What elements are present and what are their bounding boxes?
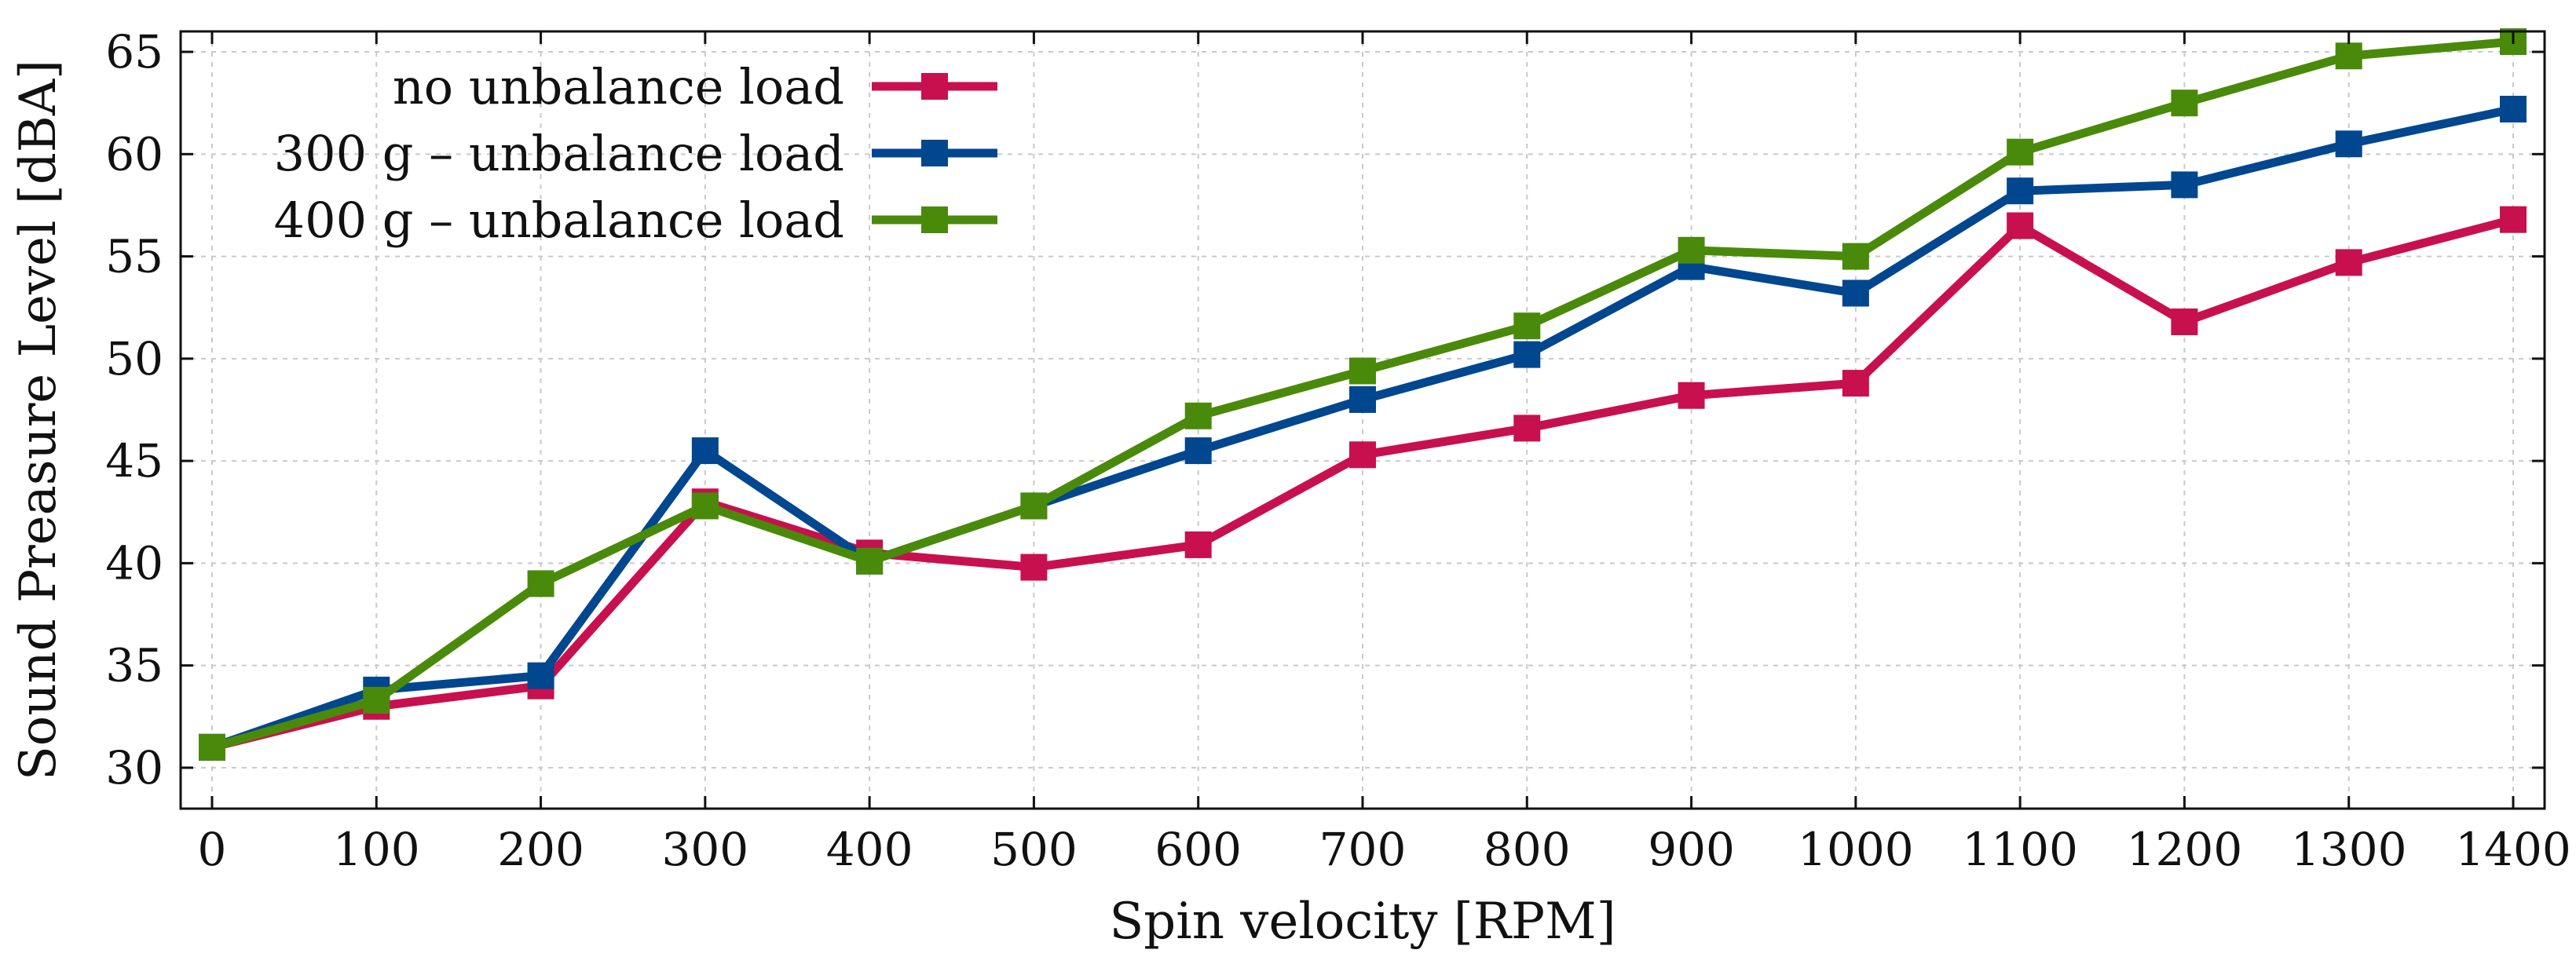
x-tick-label: 600 <box>1154 823 1242 876</box>
x-tick-label: 0 <box>198 823 227 876</box>
y-tick-label: 40 <box>105 536 163 590</box>
data-point <box>199 733 225 761</box>
x-tick-label: 700 <box>1319 823 1407 876</box>
data-point <box>1349 441 1376 469</box>
data-point <box>2007 138 2034 166</box>
legend-item: no unbalance load <box>393 58 997 115</box>
data-point <box>2171 89 2198 117</box>
data-point <box>527 662 554 689</box>
series-group <box>199 28 2527 761</box>
legend-item: 300 g – unbalance load <box>274 125 997 182</box>
x-tick-label: 100 <box>333 823 420 876</box>
legend-label: 300 g – unbalance load <box>274 125 844 182</box>
data-point <box>1184 531 1212 558</box>
data-point <box>1678 382 1705 409</box>
data-point <box>691 437 719 465</box>
x-tick-label: 800 <box>1484 823 1571 876</box>
x-tick-label: 1300 <box>2291 823 2407 876</box>
series-3 <box>199 28 2527 761</box>
data-point <box>2500 206 2527 233</box>
data-point <box>1184 402 1212 429</box>
data-point <box>1184 437 1212 465</box>
legend-swatch-marker <box>921 73 948 100</box>
data-point <box>1842 370 1869 397</box>
y-tick-label: 55 <box>105 230 163 283</box>
data-point <box>856 547 884 575</box>
data-point <box>2335 249 2362 276</box>
data-point <box>2007 212 2034 239</box>
x-tick-label: 500 <box>990 823 1078 876</box>
data-point <box>363 686 390 714</box>
data-point <box>1349 357 1376 385</box>
data-point <box>2500 96 2527 122</box>
x-tick-label: 200 <box>497 823 584 876</box>
data-point <box>1513 341 1541 368</box>
x-tick-label: 1400 <box>2455 823 2571 876</box>
y-tick-label: 60 <box>105 127 163 181</box>
y-axis-title: Sound Preasure Level [dBA] <box>9 60 68 780</box>
x-tick-label: 400 <box>826 823 913 876</box>
y-tick-label: 35 <box>105 639 163 692</box>
axis-ticks: 0 100 200 300 400 500 600 700 800 900 1000 1100 1200… <box>105 25 2571 876</box>
x-tick-label: 1200 <box>2127 823 2243 876</box>
x-tick-label: 900 <box>1648 823 1735 876</box>
data-point <box>2335 130 2362 158</box>
data-point <box>1513 415 1541 442</box>
x-tick-label: 300 <box>661 823 748 876</box>
data-point <box>1020 553 1048 581</box>
data-point <box>1678 236 1705 264</box>
data-point <box>691 492 719 520</box>
y-tick-label: 45 <box>105 434 163 488</box>
legend-swatch-marker <box>921 140 948 166</box>
data-point <box>2007 177 2034 205</box>
data-point <box>1513 312 1541 340</box>
data-point <box>2171 308 2198 335</box>
data-point <box>2335 42 2362 70</box>
y-tick-label: 30 <box>105 741 163 794</box>
y-tick-label: 65 <box>105 25 163 79</box>
data-point <box>2171 171 2198 199</box>
legend-label: no unbalance load <box>393 58 844 115</box>
data-point <box>1349 385 1376 413</box>
x-tick-label: 1000 <box>1798 823 1914 876</box>
y-tick-label: 50 <box>105 332 163 385</box>
data-point <box>1842 279 1869 307</box>
data-point <box>1020 492 1048 520</box>
data-point <box>527 570 554 597</box>
legend-swatch-marker <box>921 206 948 233</box>
legend: no unbalance load 300 g – unbalance load 4… <box>274 58 997 249</box>
legend-label: 400 g – unbalance load <box>274 192 844 249</box>
legend-item: 400 g – unbalance load <box>274 192 997 249</box>
x-axis-title: Spin velocity [RPM] <box>1109 893 1615 951</box>
x-tick-label: 1100 <box>1962 823 2078 876</box>
data-point <box>1842 243 1869 270</box>
